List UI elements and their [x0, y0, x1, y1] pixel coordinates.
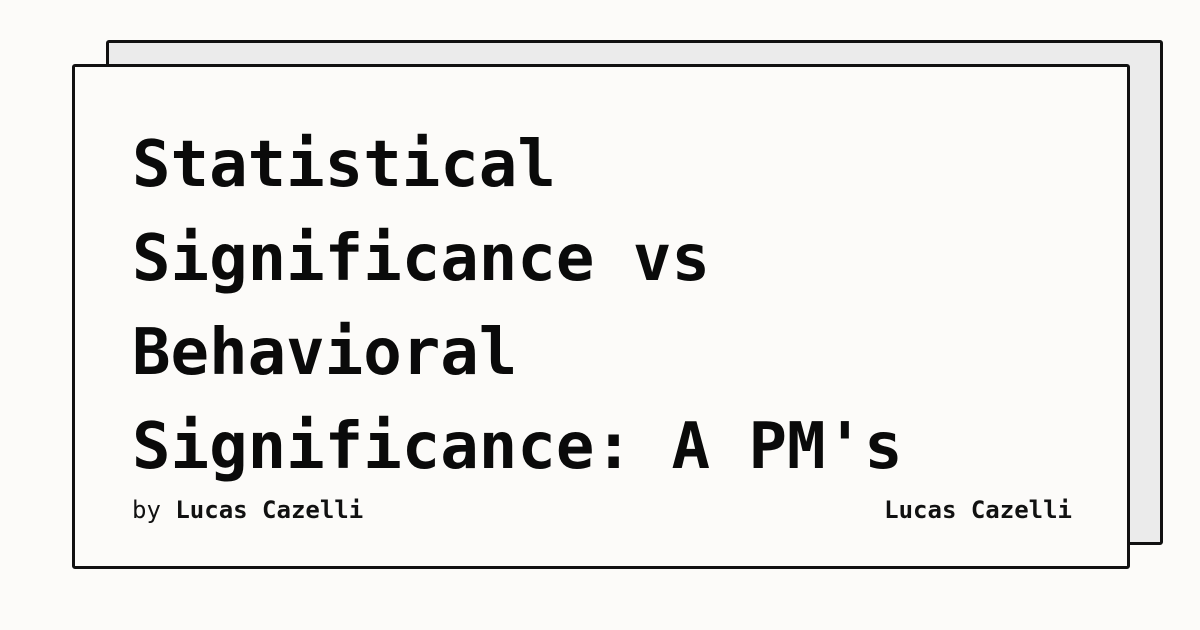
byline-author: Lucas Cazelli: [175, 496, 364, 524]
title-line: Significance: A PM's: [132, 410, 903, 484]
title-card: Statistical Significance vs Behavioral S…: [72, 64, 1130, 569]
title-line: Statistical: [132, 128, 556, 202]
byline-prefix: by: [132, 496, 161, 524]
title-line: Significance vs: [132, 222, 710, 296]
author-name-right: Lucas Cazelli: [884, 496, 1072, 524]
title-line: Behavioral: [132, 316, 518, 390]
byline: by Lucas Cazelli: [132, 495, 363, 525]
article-title: Statistical Significance vs Behavioral S…: [132, 118, 1092, 494]
